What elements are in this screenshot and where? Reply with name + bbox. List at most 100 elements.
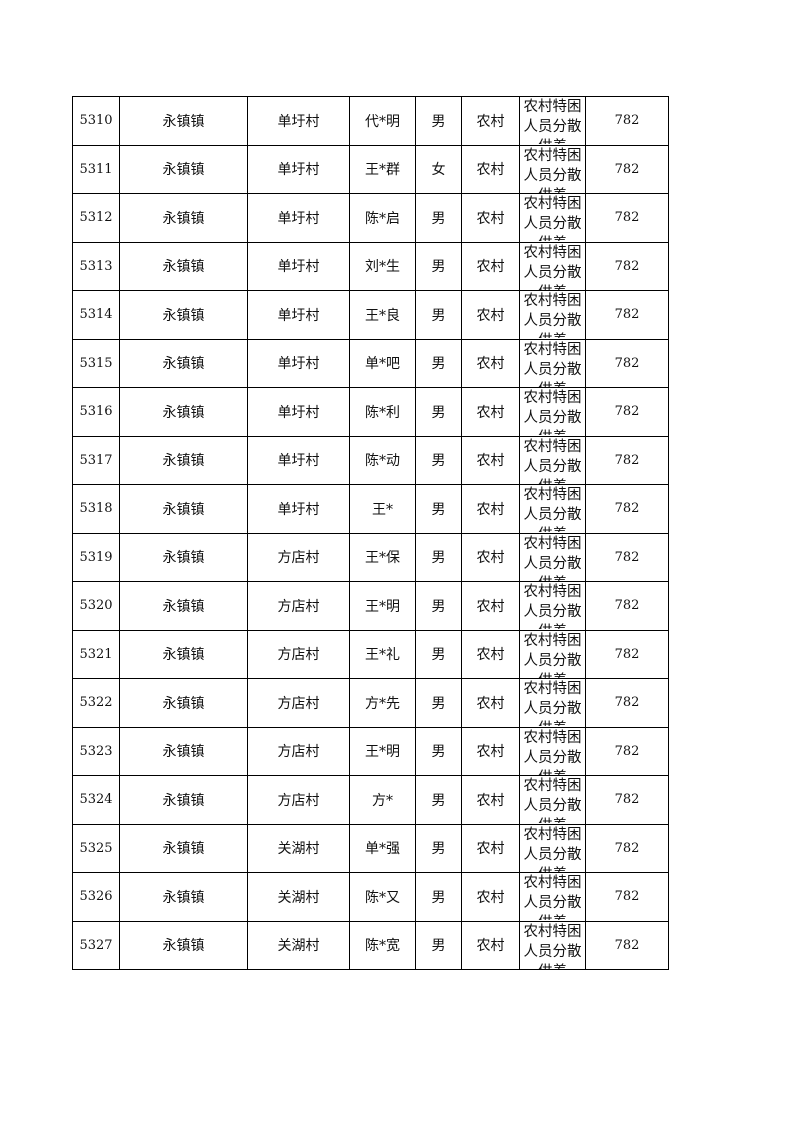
category-text: 农村特困人员分散供养	[523, 584, 582, 629]
id-cell: 5325	[72, 823, 120, 873]
category-cell: 农村特困人员分散供养	[519, 338, 586, 388]
amount-cell: 782	[585, 96, 669, 146]
gender-cell: 男	[415, 193, 462, 243]
category-text: 农村特困人员分散供养	[523, 341, 582, 387]
gender-cell: 男	[415, 629, 462, 679]
gender-cell: 男	[415, 775, 462, 825]
household-cell: 农村	[461, 435, 520, 485]
id-cell: 5316	[72, 387, 120, 437]
amount-cell: 782	[585, 726, 669, 776]
village-cell: 单圩村	[247, 144, 350, 194]
village-cell: 单圩村	[247, 387, 350, 437]
category-text: 农村特困人员分散供养	[523, 99, 582, 144]
category-cell: 农村特困人员分散供养	[519, 872, 586, 922]
town-cell: 永镇镇	[119, 872, 248, 922]
name-cell: 方*先	[349, 678, 416, 728]
village-cell: 方店村	[247, 678, 350, 728]
town-cell: 永镇镇	[119, 484, 248, 534]
name-cell: 方*	[349, 775, 416, 825]
category-cell: 农村特困人员分散供养	[519, 726, 586, 776]
category-cell: 农村特困人员分散供养	[519, 96, 586, 146]
amount-cell: 782	[585, 872, 669, 922]
category-text: 农村特困人员分散供养	[523, 244, 582, 290]
name-cell: 陈*利	[349, 387, 416, 437]
household-cell: 农村	[461, 775, 520, 825]
amount-cell: 782	[585, 144, 669, 194]
town-cell: 永镇镇	[119, 96, 248, 146]
village-cell: 关湖村	[247, 920, 350, 970]
town-cell: 永镇镇	[119, 629, 248, 679]
town-cell: 永镇镇	[119, 775, 248, 825]
village-cell: 单圩村	[247, 241, 350, 291]
amount-cell: 782	[585, 193, 669, 243]
amount-cell: 782	[585, 241, 669, 291]
id-cell: 5311	[72, 144, 120, 194]
category-cell: 农村特困人员分散供养	[519, 290, 586, 340]
name-cell: 陈*动	[349, 435, 416, 485]
category-text: 农村特困人员分散供养	[523, 923, 582, 969]
amount-cell: 782	[585, 290, 669, 340]
category-cell: 农村特困人员分散供养	[519, 532, 586, 582]
gender-cell: 男	[415, 920, 462, 970]
category-text: 农村特困人员分散供养	[523, 487, 582, 532]
name-cell: 单*吧	[349, 338, 416, 388]
id-cell: 5320	[72, 581, 120, 631]
household-cell: 农村	[461, 96, 520, 146]
town-cell: 永镇镇	[119, 726, 248, 776]
gender-cell: 男	[415, 96, 462, 146]
village-cell: 方店村	[247, 726, 350, 776]
gender-cell: 男	[415, 387, 462, 437]
household-cell: 农村	[461, 872, 520, 922]
town-cell: 永镇镇	[119, 338, 248, 388]
name-cell: 王*群	[349, 144, 416, 194]
amount-cell: 782	[585, 678, 669, 728]
town-cell: 永镇镇	[119, 241, 248, 291]
household-cell: 农村	[461, 629, 520, 679]
category-text: 农村特困人员分散供养	[523, 293, 582, 338]
id-cell: 5318	[72, 484, 120, 534]
town-cell: 永镇镇	[119, 532, 248, 582]
category-text: 农村特困人员分散供养	[523, 632, 582, 678]
gender-cell: 男	[415, 823, 462, 873]
village-cell: 方店村	[247, 532, 350, 582]
gender-cell: 男	[415, 678, 462, 728]
category-text: 农村特困人员分散供养	[523, 438, 582, 484]
id-cell: 5310	[72, 96, 120, 146]
category-cell: 农村特困人员分散供养	[519, 775, 586, 825]
village-cell: 方店村	[247, 775, 350, 825]
gender-cell: 男	[415, 435, 462, 485]
village-cell: 关湖村	[247, 823, 350, 873]
id-cell: 5319	[72, 532, 120, 582]
name-cell: 陈*启	[349, 193, 416, 243]
gender-cell: 男	[415, 532, 462, 582]
category-text: 农村特困人员分散供养	[523, 875, 582, 920]
town-cell: 永镇镇	[119, 678, 248, 728]
village-cell: 单圩村	[247, 96, 350, 146]
town-cell: 永镇镇	[119, 581, 248, 631]
village-cell: 单圩村	[247, 435, 350, 485]
gender-cell: 男	[415, 726, 462, 776]
household-cell: 农村	[461, 144, 520, 194]
beneficiary-table: 5310永镇镇单圩村代*明男农村农村特困人员分散供养7825311永镇镇单圩村王…	[72, 96, 669, 970]
id-cell: 5315	[72, 338, 120, 388]
id-cell: 5322	[72, 678, 120, 728]
id-cell: 5323	[72, 726, 120, 776]
amount-cell: 782	[585, 435, 669, 485]
name-cell: 代*明	[349, 96, 416, 146]
name-cell: 王*明	[349, 726, 416, 776]
town-cell: 永镇镇	[119, 920, 248, 970]
household-cell: 农村	[461, 581, 520, 631]
category-cell: 农村特困人员分散供养	[519, 193, 586, 243]
town-cell: 永镇镇	[119, 823, 248, 873]
category-cell: 农村特困人员分散供养	[519, 629, 586, 679]
village-cell: 单圩村	[247, 338, 350, 388]
town-cell: 永镇镇	[119, 290, 248, 340]
id-cell: 5326	[72, 872, 120, 922]
